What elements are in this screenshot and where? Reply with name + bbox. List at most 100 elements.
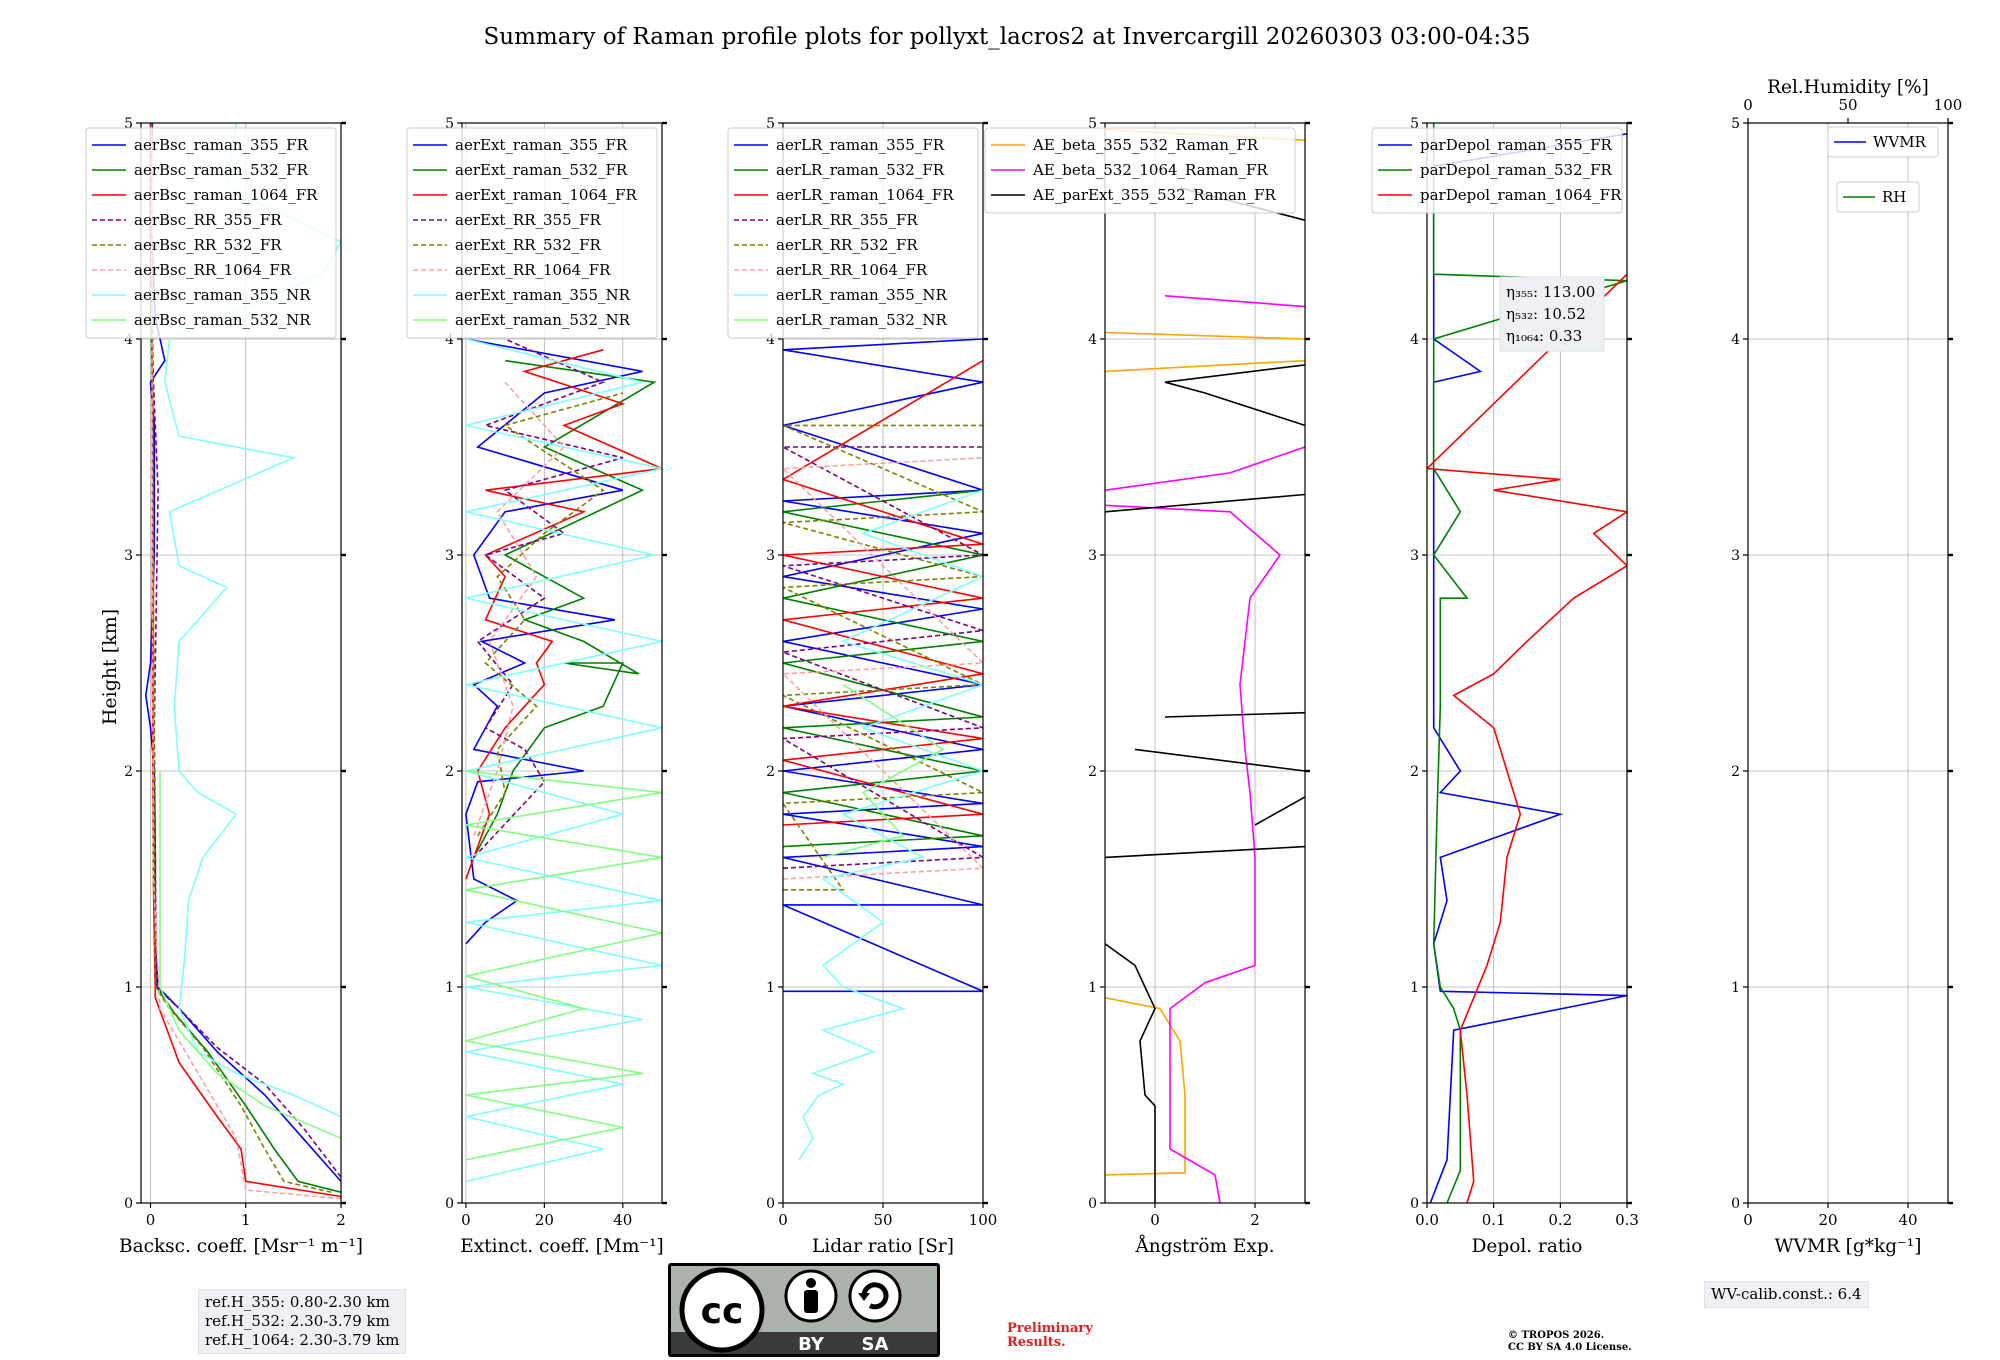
y-tick-label: 5	[1410, 116, 1419, 132]
y-tick-label: 2	[124, 764, 133, 780]
legend-label: aerLR_RR_1064_FR	[776, 261, 928, 279]
share-alike-icon	[848, 1269, 902, 1323]
x-tick-label: 20	[535, 1211, 554, 1229]
y-tick-label: 0	[445, 1196, 454, 1212]
series-line-aerLR_RR_1064_FR	[783, 457, 983, 880]
series-line-aerExt_raman_1064_FR	[465, 349, 662, 880]
legend: parDepol_raman_355_FR parDepol_raman_532_…	[1371, 127, 1623, 214]
y-tick-label: 1	[1731, 980, 1740, 996]
y-tick-label: 1	[124, 980, 133, 996]
x-tick-label: 0.0	[1415, 1211, 1439, 1229]
legend-label: WVMR	[1873, 133, 1927, 151]
legend-label: aerBsc_RR_1064_FR	[134, 261, 292, 279]
legend-label: RH	[1882, 188, 1906, 206]
y-tick-label: 5	[1731, 116, 1740, 132]
attribution-icon-head	[806, 1278, 816, 1288]
y-tick-label: 2	[1731, 764, 1740, 780]
y-tick-label: 2	[1410, 764, 1419, 780]
legend-label: aerLR_raman_1064_FR	[776, 186, 954, 204]
legend-box	[984, 127, 1296, 214]
legend-box	[406, 127, 658, 339]
axes-frame	[1426, 122, 1628, 1204]
legend-label: aerLR_RR_355_FR	[776, 211, 918, 229]
x-tick-label: 50	[873, 1211, 892, 1229]
y-tick-label: 4	[124, 332, 133, 348]
legend: AE_beta_355_532_Raman_FR AE_beta_532_1064…	[984, 127, 1296, 214]
eta-annotation-line: η₅₃₂: 10.52	[1506, 305, 1586, 323]
legend-label: aerExt_raman_532_FR	[455, 161, 628, 179]
series-group	[465, 338, 662, 1183]
x-axis-label: WVMR [g*kg⁻¹]	[1775, 1236, 1922, 1257]
series-line-aerExt_raman_355_NR	[465, 338, 662, 1183]
y-tick-label: 4	[766, 332, 775, 348]
axes-frame	[461, 122, 663, 1204]
legend-label: aerBsc_raman_1064_FR	[134, 186, 318, 204]
share-alike-arrow	[861, 1282, 889, 1310]
legend-label: aerLR_raman_532_FR	[776, 161, 945, 179]
x-axis-label: Extinct. coeff. [Mm⁻¹]	[460, 1236, 664, 1257]
sa-label: SA	[862, 1334, 889, 1355]
y-tick-label: 5	[445, 116, 454, 132]
y-tick-label: 5	[1088, 116, 1097, 132]
series-line-aerBsc_RR_1064_FR	[150, 123, 341, 1200]
legend-label: parDepol_raman_355_FR	[1420, 136, 1613, 154]
legend-label: AE_beta_355_532_Raman_FR	[1032, 136, 1259, 154]
x-tick-label: 0	[1743, 1211, 1753, 1229]
legend-label: aerExt_raman_355_NR	[455, 286, 631, 304]
y-tick-label: 1	[1088, 980, 1097, 996]
series-line-aerExt_raman_532_FR	[473, 359, 657, 858]
y-tick-label: 3	[445, 548, 454, 564]
legend-label: aerLR_RR_532_FR	[776, 236, 918, 254]
x-tick-label: 0	[778, 1211, 788, 1229]
y-tick-label: 0	[124, 1196, 133, 1212]
top-x-tick-label: 0	[1743, 96, 1753, 114]
series-line-AE_beta_355_532_Raman_FR	[1105, 128, 1305, 1176]
legend-label: aerExt_raman_532_NR	[455, 311, 631, 329]
y-tick-label: 3	[766, 548, 775, 564]
x-tick-label: 20	[1818, 1211, 1837, 1229]
legend-label: aerExt_RR_355_FR	[455, 211, 602, 229]
x-tick-label: 2	[1250, 1211, 1260, 1229]
eta-annotation-line: η₃₅₅: 113.00	[1506, 283, 1595, 301]
preliminary-results-note: Preliminary Results.	[1007, 1322, 1093, 1350]
x-tick-label: 2	[336, 1211, 346, 1229]
series-group	[1105, 128, 1305, 1203]
legend-label: aerLR_raman_355_FR	[776, 136, 945, 154]
legend: aerBsc_raman_355_FR aerBsc_raman_532_FRae…	[85, 127, 337, 339]
legend-label: aerBsc_raman_532_FR	[134, 161, 309, 179]
eta-annotation-box	[1499, 276, 1605, 352]
series-group	[144, 123, 341, 1200]
series-group	[1427, 123, 1627, 1203]
legend-box	[727, 127, 979, 339]
y-tick-label: 4	[445, 332, 454, 348]
y-tick-label: 1	[1410, 980, 1419, 996]
legend-label: aerExt_RR_1064_FR	[455, 261, 611, 279]
x-tick-label: 0	[1150, 1211, 1160, 1229]
legend-label: aerLR_raman_355_NR	[776, 286, 947, 304]
series-line-parDepol_raman_1064_FR	[1427, 273, 1627, 1203]
series-line-aerLR_raman_1064_FR	[783, 359, 983, 826]
y-axis-label: Height [km]	[99, 609, 121, 725]
legend: WVMR RH	[1827, 126, 1939, 213]
y-tick-label: 3	[1410, 548, 1419, 564]
y-tick-label: 2	[766, 764, 775, 780]
series-line-aerExt_raman_532_NR	[465, 770, 662, 1161]
series-line-aerLR_raman_355_NR	[798, 489, 983, 1161]
figure-title: Summary of Raman profile plots for polly…	[484, 24, 1531, 50]
wv-calibration-box: WV-calib.const.: 6.4	[1704, 1281, 1869, 1308]
copyright-note: © TROPOS 2026. CC BY SA 4.0 License.	[1508, 1330, 1632, 1354]
chart-panel-ae: 0 1 2 3 4 5 0 2 Ångström Exp. AE_beta_355_532_Ram…	[984, 116, 1310, 1257]
y-tick-label: 1	[445, 980, 454, 996]
x-tick-label: 0	[461, 1211, 471, 1229]
legend-label: aerBsc_raman_355_NR	[134, 286, 311, 304]
x-axis-label: Ångström Exp.	[1134, 1235, 1274, 1257]
y-tick-label: 0	[1410, 1196, 1419, 1212]
ref-line: ref.H_1064: 2.30-3.79 km	[205, 1331, 400, 1349]
legend-label: aerExt_raman_1064_FR	[455, 186, 637, 204]
series-line-parDepol_raman_532_FR	[1432, 123, 1627, 1203]
x-axis-label: Depol. ratio	[1472, 1236, 1583, 1257]
series-line-aerBsc_raman_355_FR	[144, 123, 341, 1182]
y-tick-label: 2	[445, 764, 454, 780]
